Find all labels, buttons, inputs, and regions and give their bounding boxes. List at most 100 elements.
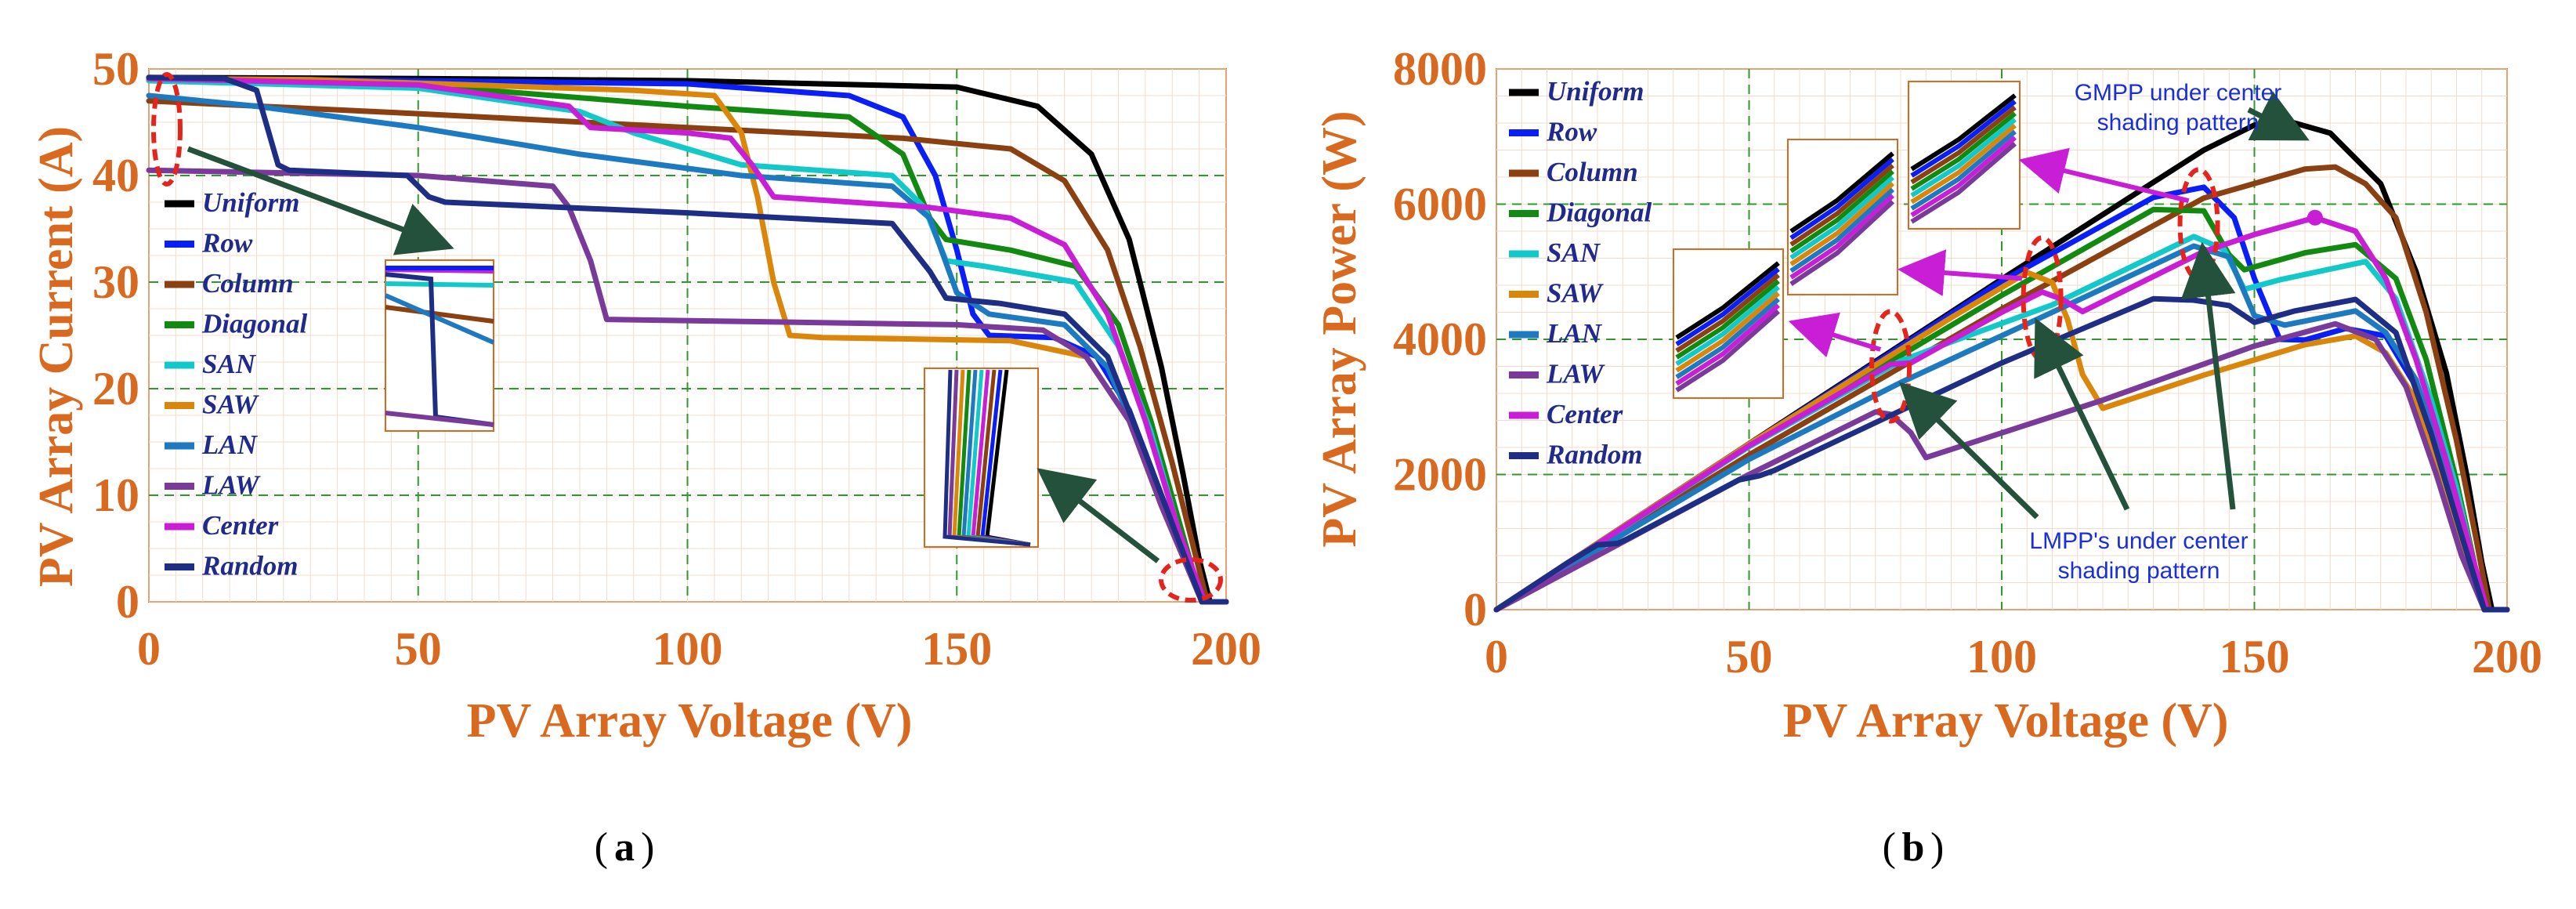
x-tick-label: 100 bbox=[1966, 631, 2037, 683]
zoom-inset-line bbox=[1675, 261, 1780, 340]
zoom-inset-line bbox=[1675, 267, 1780, 346]
annotation-arrow bbox=[2180, 241, 2236, 510]
zoom-arrow bbox=[1037, 468, 1160, 563]
x-axis-label-a: PV Array Voltage (V) bbox=[467, 694, 913, 748]
legend-entry: Diagonal bbox=[201, 309, 307, 339]
zoom-inset-line bbox=[1789, 176, 1894, 260]
x-tick-label: 200 bbox=[1191, 623, 1261, 675]
series-line-diagonal bbox=[146, 77, 1229, 605]
legend-entry: Random bbox=[201, 551, 298, 581]
zoom-inset-line bbox=[1675, 291, 1780, 373]
svg-text:): ) bbox=[641, 825, 654, 870]
series-line-column bbox=[1493, 164, 2510, 613]
y-axis-label-a: PV Array Current (A) bbox=[30, 126, 83, 587]
series-line-random bbox=[146, 74, 1229, 605]
series-line-law bbox=[146, 167, 1229, 605]
gmpp-marker bbox=[2306, 209, 2323, 226]
legend-entry: Column bbox=[202, 268, 294, 299]
y-tick-label: 0 bbox=[1463, 584, 1487, 636]
zoom-inset-line bbox=[1910, 136, 2017, 218]
zoom-arrow bbox=[186, 146, 454, 255]
panel-label-a: ( a ) bbox=[595, 825, 655, 870]
y-axis-label-b: PV Array Power (W) bbox=[1313, 110, 1366, 547]
legend-entry: SAN bbox=[202, 349, 257, 379]
legend-entry: SAW bbox=[1547, 278, 1605, 309]
zoom-inset-line bbox=[385, 281, 494, 288]
panel-label-a-text: a bbox=[614, 825, 635, 870]
svg-text:): ) bbox=[1930, 825, 1944, 870]
x-tick-label: 0 bbox=[1485, 631, 1508, 683]
zoom-inset-line bbox=[1675, 273, 1780, 353]
x-tick-label: 200 bbox=[2472, 631, 2542, 683]
legend-entry: LAN bbox=[201, 429, 259, 460]
x-axis-label-b: PV Array Voltage (V) bbox=[1783, 694, 2229, 748]
zoom-inset-line bbox=[1910, 105, 2017, 185]
zoom-inset-line bbox=[1910, 129, 2017, 211]
y-tick-label: 30 bbox=[92, 256, 139, 308]
y-tick-label: 6000 bbox=[1393, 179, 1487, 230]
zoom-arrow bbox=[1788, 312, 1882, 358]
zoom-inset-line bbox=[1675, 303, 1780, 386]
zoom-inset-line bbox=[1910, 100, 2017, 178]
series-line-column bbox=[146, 98, 1229, 605]
zoom-inset-line bbox=[1910, 111, 2017, 191]
zoom-inset-line bbox=[1675, 297, 1780, 379]
annotation-arrow bbox=[2247, 91, 2310, 141]
y-tick-label: 4000 bbox=[1393, 313, 1487, 365]
panel-label-b-text: b bbox=[1902, 825, 1925, 870]
legend-entry: Uniform bbox=[202, 187, 299, 218]
zoom-inset-line bbox=[1789, 200, 1895, 286]
svg-text:(: ( bbox=[595, 825, 608, 870]
zoom-inset-line bbox=[942, 369, 1031, 547]
zoom-inset-line bbox=[1789, 187, 1895, 273]
zoom-inset-line bbox=[385, 305, 494, 324]
y-tick-label: 10 bbox=[92, 469, 139, 521]
x-tick-label: 50 bbox=[1726, 631, 1773, 683]
zoom-inset-line bbox=[1789, 181, 1894, 266]
legend-entry: LAN bbox=[1546, 318, 1603, 349]
lmpp-annotation: LMPP's under center shading pattern bbox=[2029, 528, 2248, 584]
legend-entry: Random bbox=[1546, 440, 1643, 470]
highlight-ellipse bbox=[151, 72, 183, 187]
legend-entry: Column bbox=[1547, 157, 1638, 187]
zoom-inset-line bbox=[1910, 123, 2017, 205]
panel-label-b: ( b ) bbox=[1883, 825, 1945, 870]
gmpp-annotation: GMPP under center shading pattern bbox=[2075, 80, 2282, 136]
y-tick-label: 20 bbox=[92, 363, 139, 415]
legend-entry: SAW bbox=[202, 389, 260, 420]
legend-entry: Diagonal bbox=[1546, 197, 1652, 228]
highlight-ellipse bbox=[1159, 557, 1223, 603]
zoom-inset-line bbox=[1910, 118, 2017, 197]
zoom-inset bbox=[385, 259, 494, 432]
legend-entry: LAW bbox=[1546, 359, 1606, 389]
legend-entry: SAN bbox=[1547, 237, 1601, 268]
zoom-inset-line bbox=[1675, 285, 1780, 367]
legend-entry: Center bbox=[1547, 399, 1623, 429]
x-tick-label: 150 bbox=[921, 623, 992, 675]
zoom-inset-line bbox=[1910, 93, 2017, 172]
zoom-arrow bbox=[2018, 147, 2190, 204]
zoom-inset-line bbox=[1789, 163, 1894, 247]
legend-entry: LAW bbox=[201, 470, 262, 501]
x-tick-label: 150 bbox=[2220, 631, 2290, 683]
zoom-arrow bbox=[1898, 249, 2023, 297]
chart-panel-a: 0 50 100 150 200 0 10 20 30 40 50 Uniform Row Column D… bbox=[92, 43, 1261, 675]
zoom-inset-line bbox=[1789, 151, 1894, 234]
y-tick-label: 8000 bbox=[1393, 43, 1487, 95]
zoom-inset-line bbox=[385, 411, 494, 427]
highlight-ellipse bbox=[1869, 309, 1912, 424]
y-tick-label: 0 bbox=[116, 576, 139, 628]
zoom-inset-line bbox=[1789, 169, 1894, 253]
zoom-inset-line bbox=[1789, 158, 1894, 241]
x-tick-label: 50 bbox=[395, 623, 442, 675]
zoom-inset-line bbox=[1910, 142, 2017, 224]
y-tick-label: 40 bbox=[92, 150, 139, 201]
x-tick-label: 0 bbox=[137, 623, 161, 675]
x-tick-label: 100 bbox=[653, 623, 723, 675]
zoom-inset-line bbox=[1675, 310, 1780, 393]
zoom-inset-line bbox=[384, 293, 495, 345]
zoom-inset-line bbox=[1789, 194, 1895, 280]
svg-text:(: ( bbox=[1883, 825, 1896, 870]
